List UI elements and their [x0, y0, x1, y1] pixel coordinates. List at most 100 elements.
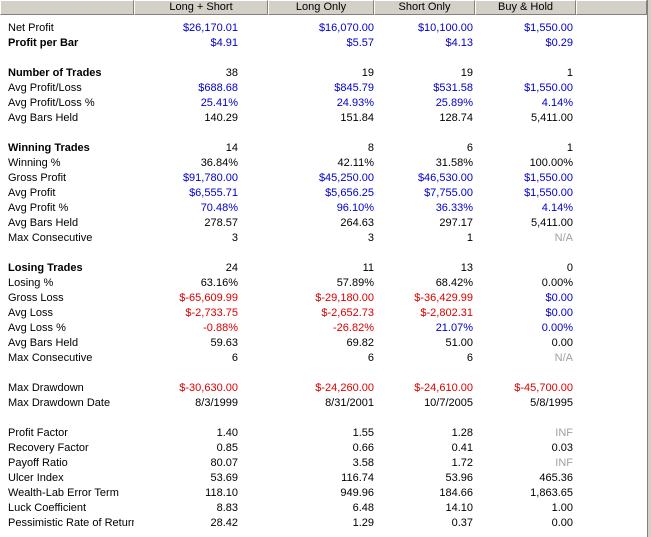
value-short-only: 51.00	[445, 337, 473, 349]
value-short-only: 1.28	[451, 427, 473, 439]
table-row: Gross Loss $-65,609.99 $-29,180.00 $-36,429…	[0, 291, 647, 306]
row-label: Ulcer Index	[8, 472, 64, 484]
scrollbar-edge[interactable]	[647, 0, 651, 537]
value-long-short: 36.84%	[200, 157, 238, 169]
spacer-row	[0, 411, 647, 426]
value-buy-hold: $1,550.00	[524, 22, 573, 34]
value-short-only: 0.37	[451, 517, 473, 529]
row-label: Wealth-Lab Error Term	[8, 487, 119, 499]
value-long-only: $5,656.25	[325, 187, 374, 199]
table-row: Losing % 63.16% 57.89% 68.42% 0.00%	[0, 276, 647, 291]
table-row: Winning % 36.84% 42.11% 31.58% 100.00%	[0, 156, 647, 171]
value-long-only: 949.96	[340, 487, 374, 499]
table-row: Net Profit $26,170.01 $16,070.00 $10,100.00…	[0, 21, 647, 36]
table-row: Profit Factor 1.40 1.55 1.28 INF	[0, 426, 647, 441]
value-short-only: 36.33%	[435, 202, 473, 214]
row-label: Avg Profit %	[8, 202, 69, 214]
value-long-short: 6	[231, 352, 238, 364]
value-buy-hold: $0.00	[545, 292, 573, 304]
value-long-only: 3	[367, 232, 374, 244]
value-long-short: 8.83	[216, 502, 238, 514]
table-row: Luck Coefficient 8.83 6.48 14.10 1.00	[0, 501, 647, 516]
value-long-short: 38	[225, 67, 238, 79]
column-header-short-only[interactable]: Short Only	[374, 0, 475, 15]
value-short-only: $46,530.00	[417, 172, 473, 184]
value-long-only: $845.79	[334, 82, 374, 94]
value-long-short: 70.48%	[200, 202, 238, 214]
value-buy-hold: 4.14%	[541, 202, 573, 214]
table-row: Ulcer Index 53.69 116.74 53.96 465.36	[0, 471, 647, 486]
spacer-row	[0, 366, 647, 381]
value-short-only: $7,755.00	[424, 187, 473, 199]
value-long-short: 25.41%	[200, 97, 238, 109]
value-long-only: $45,250.00	[318, 172, 374, 184]
value-buy-hold: $1,550.00	[524, 187, 573, 199]
value-long-only: 69.82	[346, 337, 374, 349]
value-long-only: 264.63	[340, 217, 374, 229]
value-short-only: 19	[460, 67, 473, 79]
value-long-short: 8/3/1999	[195, 397, 238, 409]
value-short-only: 184.66	[439, 487, 473, 499]
table-row: Profit per Bar $4.91 $5.57 $4.13 $0.29	[0, 36, 647, 51]
value-buy-hold: 1,863.65	[530, 487, 573, 499]
spacer-row	[0, 246, 647, 261]
value-long-only: 3.58	[352, 457, 374, 469]
value-long-short: $6,555.71	[189, 187, 238, 199]
value-short-only: 6	[466, 352, 473, 364]
value-long-short: 140.29	[204, 112, 238, 124]
row-label: Max Consecutive	[8, 232, 93, 244]
table-row: Avg Profit $6,555.71 $5,656.25 $7,755.00 $1,…	[0, 186, 647, 201]
table-row: Avg Profit/Loss $688.68 $845.79 $531.58 $1,5…	[0, 81, 647, 96]
value-short-only: 68.42%	[435, 277, 473, 289]
value-long-short: 14	[225, 142, 238, 154]
value-long-short: 278.57	[204, 217, 238, 229]
row-label: Profit Factor	[8, 427, 68, 439]
value-buy-hold: 5/8/1995	[530, 397, 573, 409]
value-short-only: $-2,802.31	[420, 307, 473, 319]
value-long-short: 59.63	[210, 337, 238, 349]
value-long-only: 6.48	[352, 502, 374, 514]
value-long-only: $16,070.00	[318, 22, 374, 34]
value-buy-hold: $1,550.00	[524, 82, 573, 94]
table-row: Pessimistic Rate of Return 28.42 1.29 0.37 0…	[0, 516, 647, 531]
value-buy-hold: 0.00	[551, 517, 573, 529]
value-long-short: $26,170.01	[182, 22, 238, 34]
value-long-short: $4.91	[210, 37, 238, 49]
column-header-long-only[interactable]: Long Only	[268, 0, 374, 15]
column-header-buy-hold[interactable]: Buy & Hold	[475, 0, 576, 15]
value-buy-hold: N/A	[554, 352, 573, 364]
value-long-only: 19	[361, 67, 374, 79]
row-label: Avg Loss %	[8, 322, 66, 334]
value-short-only: 6	[466, 142, 473, 154]
value-long-only: $5.57	[346, 37, 374, 49]
value-buy-hold: $1,550.00	[524, 172, 573, 184]
value-buy-hold: 1	[566, 67, 573, 79]
value-buy-hold: INF	[555, 427, 573, 439]
row-label: Luck Coefficient	[8, 502, 87, 514]
value-long-short: 53.69	[210, 472, 238, 484]
value-long-only: 6	[367, 352, 374, 364]
table-row: Avg Profit/Loss % 25.41% 24.93% 25.89% 4.14%	[0, 96, 647, 111]
value-long-only: -26.82%	[333, 322, 374, 334]
value-long-only: $-24,260.00	[315, 382, 374, 394]
value-buy-hold: 1	[566, 142, 573, 154]
value-short-only: 53.96	[445, 472, 473, 484]
table-row: Losing Trades 24 11 13 0	[0, 261, 647, 276]
value-short-only: 297.17	[439, 217, 473, 229]
value-buy-hold: 0.00%	[541, 277, 573, 289]
column-header-empty	[576, 0, 647, 15]
row-label: Avg Loss	[8, 307, 54, 319]
column-header-label[interactable]	[0, 0, 134, 15]
value-buy-hold: $0.00	[545, 307, 573, 319]
value-long-short: $-65,609.99	[179, 292, 238, 304]
value-long-only: 116.74	[341, 472, 374, 484]
value-long-short: 24	[225, 262, 238, 274]
table-row: Avg Bars Held 59.63 69.82 51.00 0.00	[0, 336, 647, 351]
value-buy-hold: N/A	[554, 232, 573, 244]
row-label: Payoff Ratio	[8, 457, 68, 469]
table-row: Number of Trades 38 19 19 1	[0, 66, 647, 81]
column-header-long-short[interactable]: Long + Short	[134, 0, 268, 15]
value-long-only: 57.89%	[336, 277, 374, 289]
value-short-only: $531.58	[433, 82, 473, 94]
